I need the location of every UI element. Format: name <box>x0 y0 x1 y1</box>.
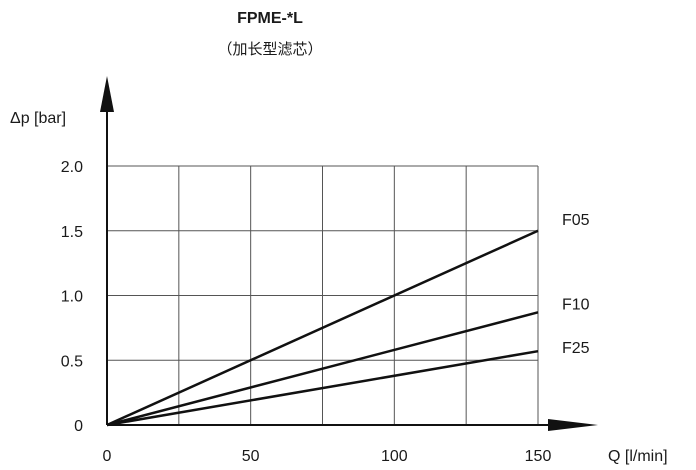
x-axis-label: Q [l/min] <box>608 448 668 465</box>
chart-subtitle: （加长型滤芯） <box>217 40 323 58</box>
y-axis-arrowhead <box>100 76 114 112</box>
x-tick-label: 100 <box>381 448 408 465</box>
series-line-f05 <box>106 229 539 427</box>
x-tick-label: 0 <box>103 448 112 465</box>
x-tick-label: 50 <box>242 448 260 465</box>
series-lines <box>106 229 539 427</box>
x-tick-label: 150 <box>525 448 552 465</box>
series-line-f25 <box>106 349 539 427</box>
series-label-f05: F05 <box>562 212 590 229</box>
y-axis-label: Δp [bar] <box>10 110 66 127</box>
y-tick-label: 0.5 <box>61 353 83 370</box>
series-label-f10: F10 <box>562 296 590 313</box>
x-axis-arrowhead <box>548 419 598 431</box>
axes <box>100 76 598 431</box>
y-tick-label: 2.0 <box>61 159 83 176</box>
series-label-f25: F25 <box>562 340 590 357</box>
series-line-f10 <box>106 311 539 427</box>
y-tick-label: 1.5 <box>61 224 83 241</box>
chart-title: FPME-*L <box>237 10 303 27</box>
grid-lines <box>107 165 539 425</box>
y-tick-label: 1.0 <box>61 289 83 306</box>
y-tick-label: 0 <box>74 418 83 435</box>
tick-labels: 0 0.5 1.0 1.5 2.0 0 50 100 150 Δp [bar] Q [l/min] F… <box>10 110 668 465</box>
